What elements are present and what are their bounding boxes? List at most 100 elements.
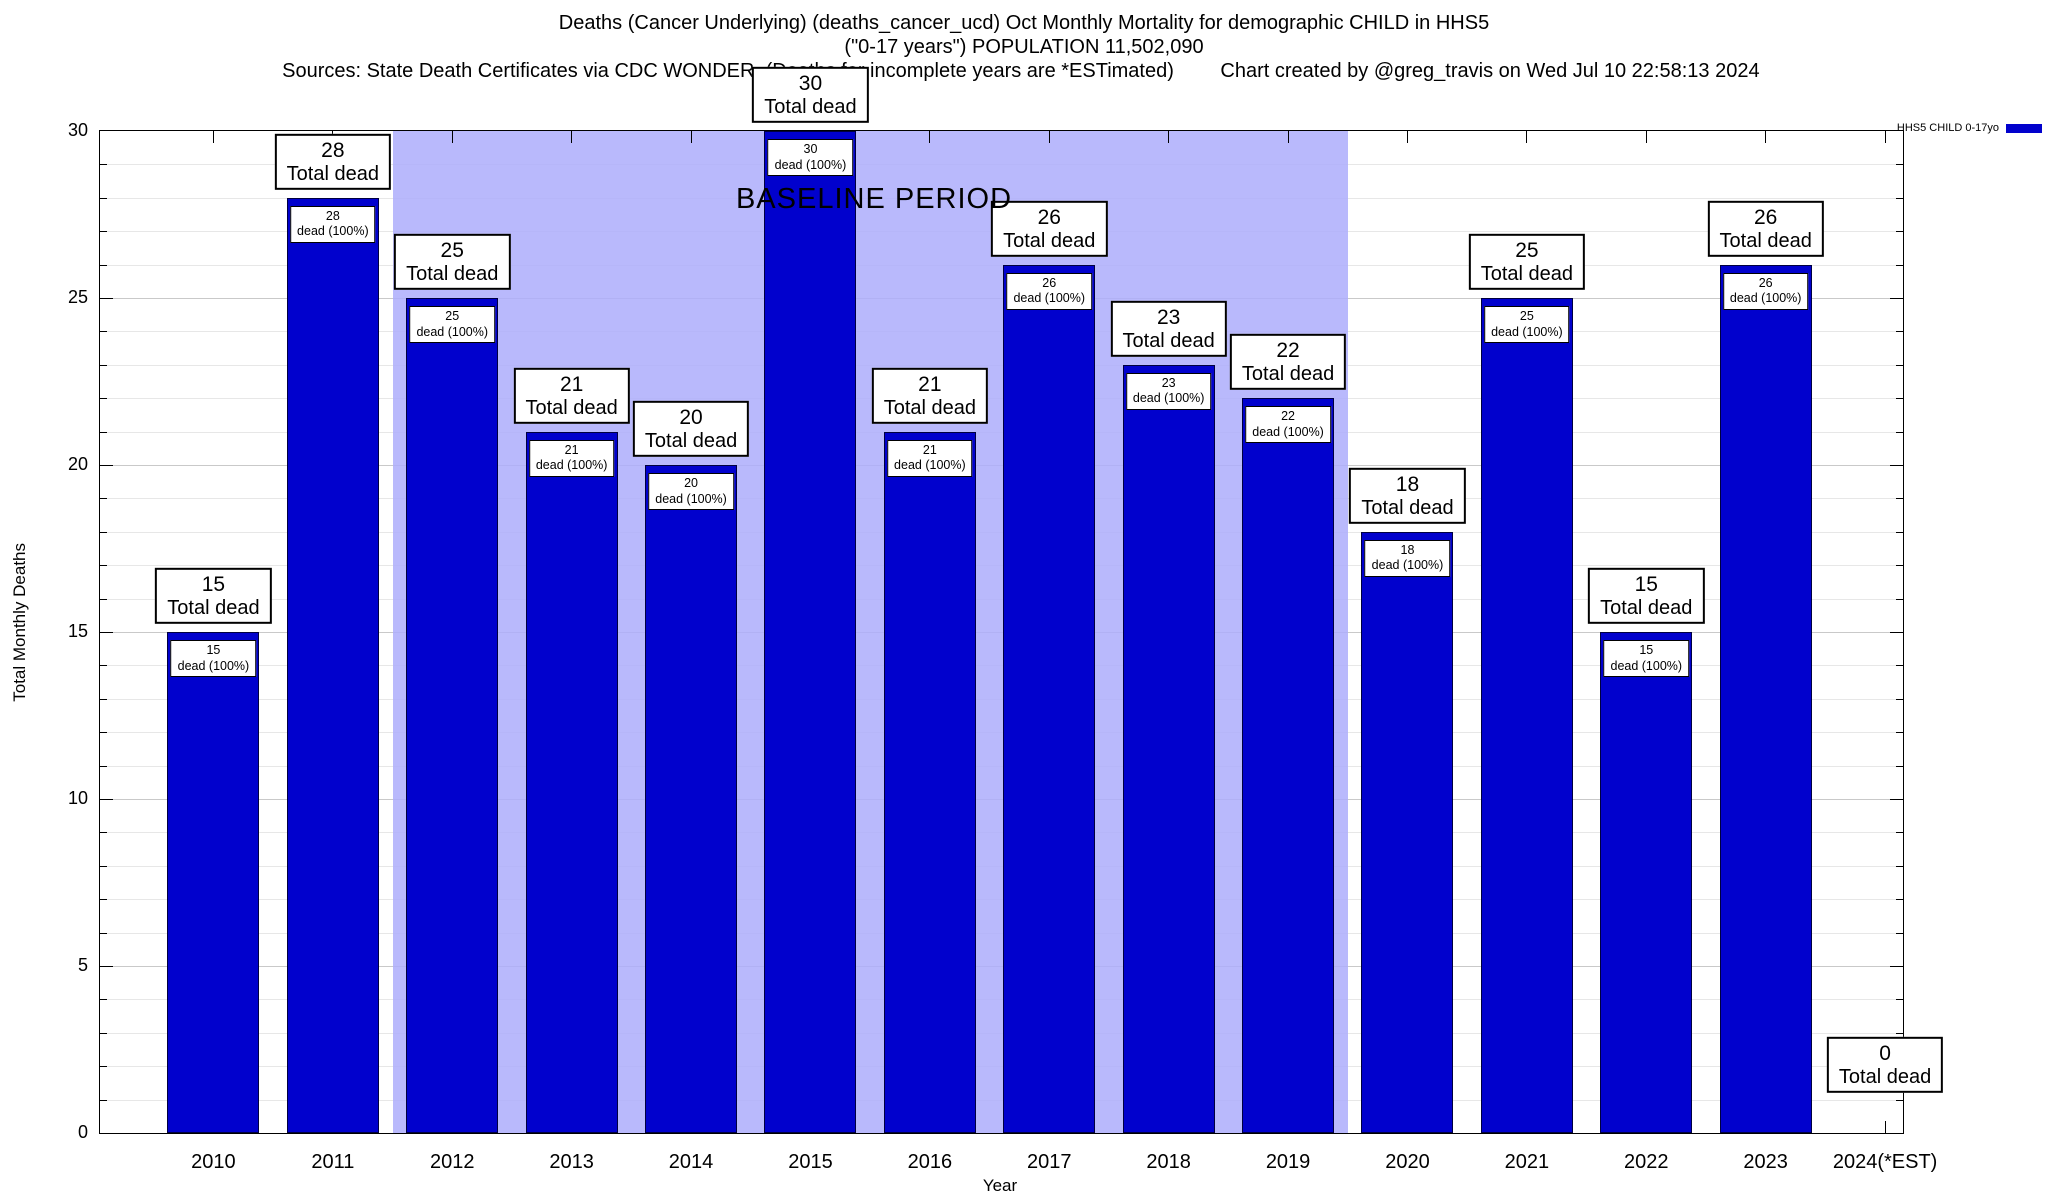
bar-total-label: 25 Total dead xyxy=(1468,233,1586,290)
y-tick-mark xyxy=(1890,966,1903,967)
y-tick-mark xyxy=(100,765,107,767)
bar-total-value: 20 xyxy=(679,405,703,429)
bar-inner-text: dead (100%) xyxy=(1013,291,1086,306)
bar-total-text: Total dead xyxy=(1003,229,1096,252)
bar-inner-value: 26 xyxy=(1042,275,1057,290)
x-tick-mark xyxy=(1526,131,1528,143)
x-tick-mark xyxy=(1406,131,1408,143)
bar-inner-label: 26 dead (100%) xyxy=(1722,272,1809,310)
bar-inner-value: 26 xyxy=(1758,275,1773,290)
bar-total-label: 22 Total dead xyxy=(1229,334,1347,391)
bar-total-text: Total dead xyxy=(1600,597,1693,619)
y-tick-mark xyxy=(100,264,107,266)
chart-sources: Sources: State Death Certificates via CD… xyxy=(282,60,1174,82)
bar-total-value: 23 xyxy=(1156,305,1181,329)
x-tick-label: 2021 xyxy=(1504,1151,1550,1173)
x-tick-label: 2015 xyxy=(788,1151,833,1173)
bar-inner-value: 15 xyxy=(1639,643,1654,657)
y-tick-mark xyxy=(100,1032,107,1034)
y-tick-mark xyxy=(1896,197,1903,199)
bar xyxy=(1719,264,1812,1133)
y-tick-mark xyxy=(1896,231,1903,233)
bar-inner-value: 15 xyxy=(206,643,221,657)
x-tick-mark xyxy=(1884,131,1886,143)
y-tick-mark xyxy=(100,698,107,700)
bar-total-text: Total dead xyxy=(1480,263,1574,285)
bar-inner-value: 25 xyxy=(1519,309,1534,323)
x-tick-label: 2020 xyxy=(1385,1151,1430,1173)
y-tick-mark xyxy=(100,1099,107,1101)
y-tick-mark xyxy=(100,431,107,433)
bar-inner-label: 26 dead (100%) xyxy=(1006,272,1093,310)
x-tick-label: 2010 xyxy=(191,1151,236,1173)
y-tick-mark xyxy=(1896,431,1903,433)
y-tick-mark xyxy=(100,732,107,734)
y-tick-mark xyxy=(1896,1099,1903,1101)
x-tick-label: 2016 xyxy=(907,1151,953,1173)
x-tick-mark xyxy=(1645,131,1647,143)
y-tick-mark xyxy=(1896,264,1903,266)
bar-total-text: Total dead xyxy=(1122,329,1215,352)
y-tick-mark xyxy=(1896,398,1903,400)
bar-inner-label: 22 dead (100%) xyxy=(1245,406,1331,444)
bar xyxy=(1480,298,1573,1133)
bar-inner-text: dead (100%) xyxy=(535,458,608,473)
y-tick-mark xyxy=(1896,732,1903,734)
bar xyxy=(286,197,379,1133)
bar-inner-label: 25 dead (100%) xyxy=(409,306,496,344)
bar-total-text: Total dead xyxy=(644,430,738,452)
bar-total-text: Total dead xyxy=(1361,496,1454,519)
bar-total-value: 26 xyxy=(1037,205,1061,229)
chart-title-line2: ("0-17 years") POPULATION 11,502,090 xyxy=(844,36,1204,58)
bar-inner-text: dead (100%) xyxy=(1132,391,1205,406)
y-tick-mark xyxy=(1890,632,1903,633)
y-tick-mark xyxy=(100,865,107,867)
bar-inner-value: 20 xyxy=(684,476,698,490)
legend-label: HHS5 CHILD 0-17yo xyxy=(1896,122,1999,134)
y-tick-mark xyxy=(100,899,107,901)
x-tick-label: 2022 xyxy=(1624,1151,1669,1173)
y-tick-mark xyxy=(100,197,107,199)
bar-inner-text: dead (100%) xyxy=(1252,424,1324,439)
x-tick-mark xyxy=(1884,1121,1886,1133)
bar xyxy=(1242,398,1335,1133)
bar-total-value: 25 xyxy=(1515,238,1539,262)
x-tick-mark xyxy=(212,131,214,143)
plot-area: BASELINE PERIOD 15 dead (100%) 15 Total dea… xyxy=(68,66,1944,1173)
y-tick-label: 30 xyxy=(67,120,88,140)
bar-total-label: 26 Total dead xyxy=(1707,200,1824,257)
bar-inner-text: dead (100%) xyxy=(1371,558,1444,573)
chart-credit: Chart created by @greg_travis on Wed Jul… xyxy=(1220,60,1760,82)
bar-total-label: 21 Total dead xyxy=(871,367,988,424)
bar-total-text: Total dead xyxy=(1241,363,1335,386)
legend-swatch-icon xyxy=(2006,123,2042,133)
y-tick-mark xyxy=(100,1066,107,1068)
bar-total-value: 0 xyxy=(1879,1041,1891,1065)
bar xyxy=(645,465,738,1133)
y-tick-mark xyxy=(1896,899,1903,901)
bar-total-label: 23 Total dead xyxy=(1110,300,1227,357)
bar-inner-value: 30 xyxy=(803,142,818,156)
y-tick-mark xyxy=(1896,598,1903,600)
bar-inner-text: dead (100%) xyxy=(774,157,847,172)
bar-total-value: 21 xyxy=(918,372,942,396)
y-tick-mark xyxy=(1896,698,1903,700)
x-tick-label: 2012 xyxy=(429,1151,475,1173)
legend: HHS5 CHILD 0-17yo xyxy=(1897,122,2042,134)
bar xyxy=(1600,632,1693,1133)
bar-inner-value: 23 xyxy=(1161,375,1176,390)
bar-total-value: 26 xyxy=(1753,205,1778,229)
y-tick-label: 10 xyxy=(67,788,88,808)
x-tick-mark xyxy=(451,131,453,143)
y-tick-label: 0 xyxy=(77,1122,88,1142)
y-tick-mark xyxy=(1896,832,1903,834)
y-tick-mark xyxy=(1896,498,1903,500)
bar-total-value: 22 xyxy=(1276,339,1300,362)
y-tick-mark xyxy=(100,164,107,166)
bar-inner-text: dead (100%) xyxy=(894,458,966,473)
bar-inner-text: dead (100%) xyxy=(1491,324,1563,339)
bar-total-label: 15 Total dead xyxy=(155,567,272,624)
bar-total-text: Total dead xyxy=(1719,229,1812,252)
bar xyxy=(1361,531,1454,1133)
y-tick-mark xyxy=(100,498,107,500)
